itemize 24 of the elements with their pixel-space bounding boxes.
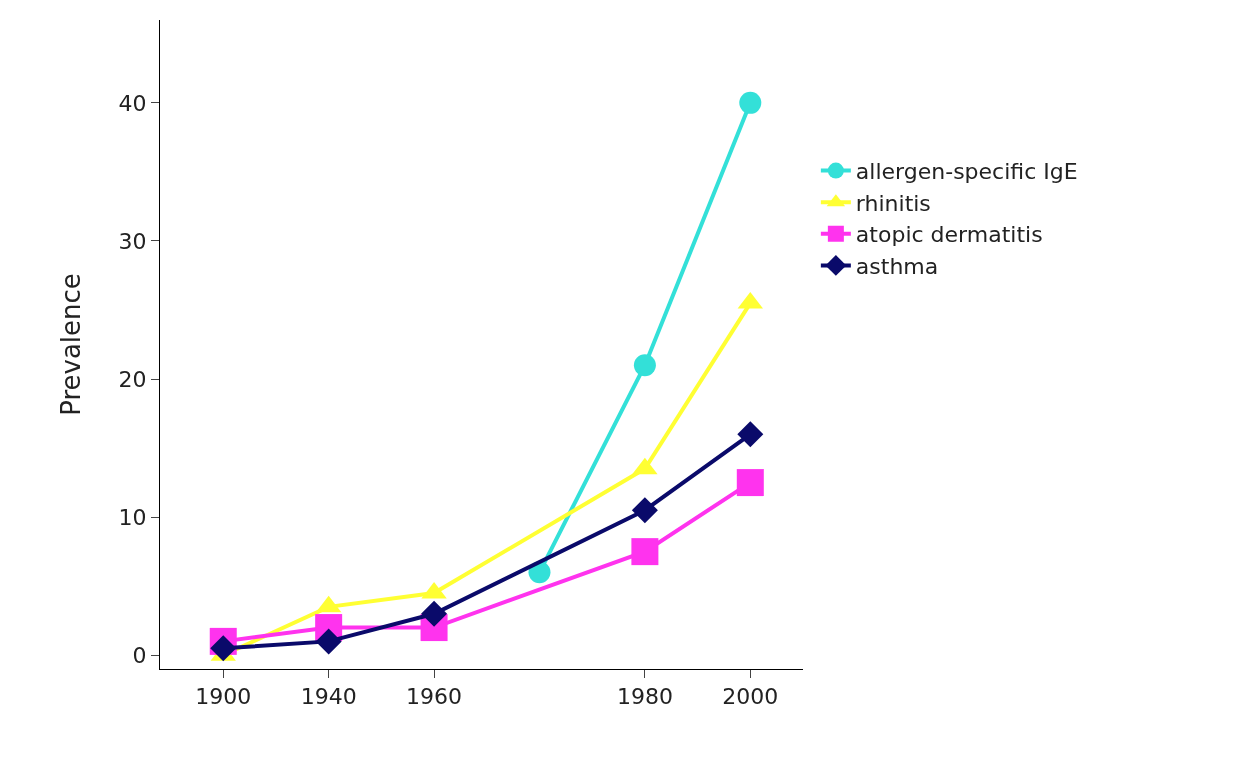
y-tick-label: 40 xyxy=(118,90,147,116)
point xyxy=(421,600,448,627)
point xyxy=(737,421,764,448)
y-tick-label: 30 xyxy=(118,228,147,254)
x-tick-label: 1900 xyxy=(195,684,252,710)
x-tick-label: 1940 xyxy=(300,684,357,710)
y-tick-label: 10 xyxy=(118,504,147,530)
y-tick-label: 0 xyxy=(132,642,147,668)
legend-label: asthma xyxy=(855,253,939,279)
point xyxy=(315,628,342,655)
point xyxy=(631,497,658,524)
point xyxy=(736,469,764,497)
x-tick-label: 1980 xyxy=(616,684,673,710)
x-tick-label: 2000 xyxy=(722,684,779,710)
y-axis-title: Prevalence xyxy=(56,273,86,416)
legend-label: rhinitis xyxy=(855,190,931,216)
y-tick-label: 20 xyxy=(118,366,147,392)
x-tick-label: 1960 xyxy=(406,684,463,710)
point xyxy=(631,538,659,566)
legend-label: allergen-specific IgE xyxy=(855,159,1078,185)
point xyxy=(210,635,237,662)
point xyxy=(633,354,656,377)
legend-label: atopic dermatitis xyxy=(855,222,1043,248)
point xyxy=(739,91,762,114)
